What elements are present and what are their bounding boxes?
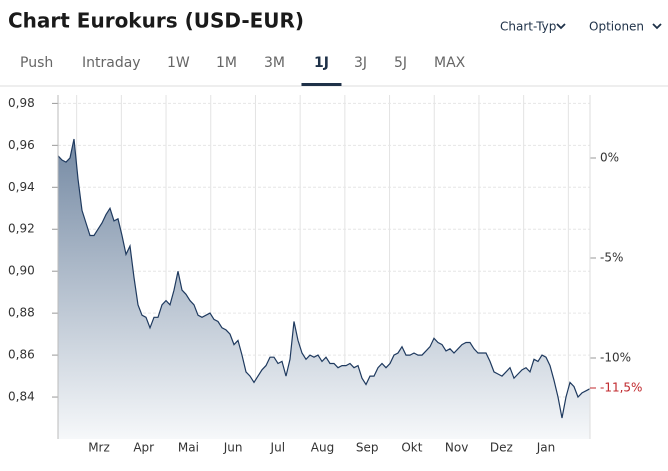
y-tick-label: 0,88 [8,306,35,320]
y-tick-label: 0,96 [8,138,35,152]
tab[interactable]: Push [20,55,53,71]
y2-tick-label: -5% [600,251,623,265]
x-tick-label: Mai [178,441,199,455]
x-tick-label: Nov [445,441,468,455]
page-title: Chart Eurokurs (USD-EUR) [8,9,304,33]
y-tick-label: 0,94 [8,180,35,194]
x-tick-label: Jul [270,441,285,455]
current-label: -11,5% [600,381,642,395]
tab[interactable]: 1W [167,55,190,71]
x-tick-label: Jan [536,441,556,455]
y-tick-label: 0,86 [8,348,35,362]
y2-tick-label: -10% [600,351,631,365]
x-tick-label: Okt [401,441,422,455]
area-fill [58,139,590,439]
y-tick-label: 0,84 [8,390,35,404]
tab[interactable]: 3J [354,55,367,71]
y-tick-label: 0,98 [8,96,35,110]
tab[interactable]: 3M [264,55,285,71]
y-tick-label: 0,90 [8,264,35,278]
tab[interactable]: 1M [216,55,237,71]
y-tick-label: 0,92 [8,222,35,236]
x-tick-label: Dez [490,441,513,455]
active-tab-underline [301,83,342,86]
tab[interactable]: 1J [314,55,329,71]
x-tick-label: Jun [223,441,243,455]
plot: Mrz Apr Mai Jun Jul Aug Sep Okt Nov Dez Jan 0,84 0,8… [8,95,642,455]
chevron[interactable] [556,23,566,30]
menu-chart-type[interactable]: Chart-Typ [500,20,556,34]
tab[interactable]: 5J [394,55,407,71]
y2-tick-label: 0% [600,151,619,165]
tab[interactable]: MAX [434,55,466,71]
tab[interactable]: Intraday [82,55,141,71]
menu-options[interactable]: Optionen [589,20,644,34]
tab-bar: Push Intraday 1W 1M 3M 1J 3J 5J MAX [20,55,466,86]
x-tick-label: Mrz [88,441,110,455]
x-tick-label: Sep [356,441,379,455]
chevron[interactable] [652,23,662,30]
x-tick-label: Apr [133,441,154,455]
x-tick-label: Aug [311,441,334,455]
price-line [57,138,591,419]
